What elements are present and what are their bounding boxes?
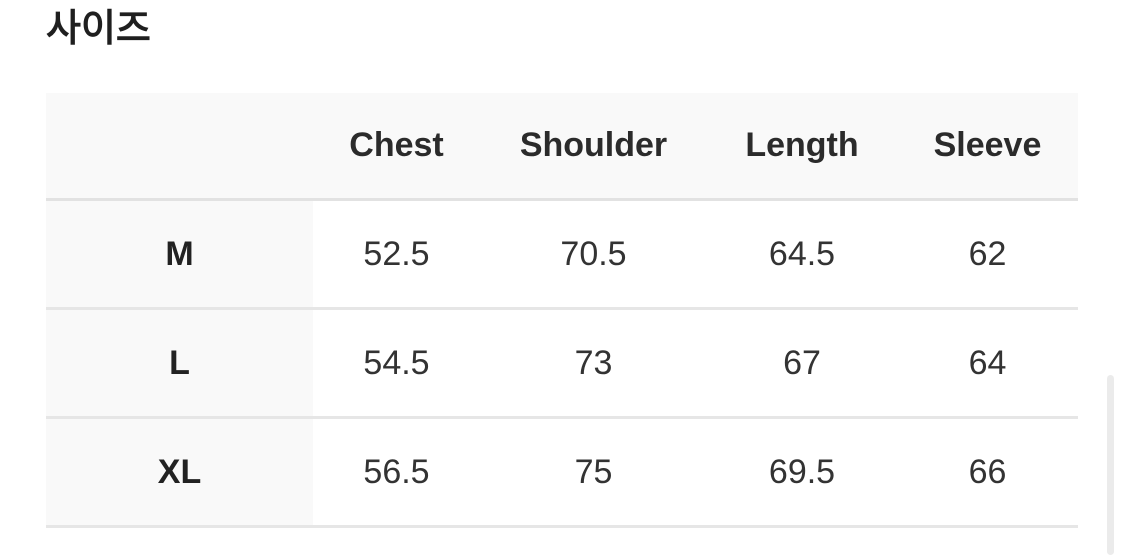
header-sleeve: Sleeve <box>897 93 1078 201</box>
shoulder-value: 73 <box>480 308 707 419</box>
header-length: Length <box>707 93 897 201</box>
chest-value: 56.5 <box>313 417 480 528</box>
header-shoulder: Shoulder <box>480 93 707 201</box>
table-row: M 52.5 70.5 64.5 62 <box>46 199 1078 310</box>
chest-value: 52.5 <box>313 199 480 310</box>
header-chest: Chest <box>313 93 480 201</box>
header-corner <box>46 93 313 201</box>
table-row: L 54.5 73 67 64 <box>46 308 1078 419</box>
size-table: Chest Shoulder Length Sleeve M 52.5 70.5… <box>46 93 1078 528</box>
shoulder-value: 70.5 <box>480 199 707 310</box>
length-value: 67 <box>707 308 897 419</box>
page-title: 사이즈 <box>46 8 151 50</box>
sleeve-value: 62 <box>897 199 1078 310</box>
size-label: XL <box>46 417 313 528</box>
length-value: 69.5 <box>707 417 897 528</box>
size-label: M <box>46 199 313 310</box>
length-value: 64.5 <box>707 199 897 310</box>
sleeve-value: 66 <box>897 417 1078 528</box>
sleeve-value: 64 <box>897 308 1078 419</box>
shoulder-value: 75 <box>480 417 707 528</box>
scrollbar[interactable] <box>1107 375 1114 555</box>
size-label: L <box>46 308 313 419</box>
table-header-row: Chest Shoulder Length Sleeve <box>46 93 1078 201</box>
chest-value: 54.5 <box>313 308 480 419</box>
table-row: XL 56.5 75 69.5 66 <box>46 417 1078 528</box>
